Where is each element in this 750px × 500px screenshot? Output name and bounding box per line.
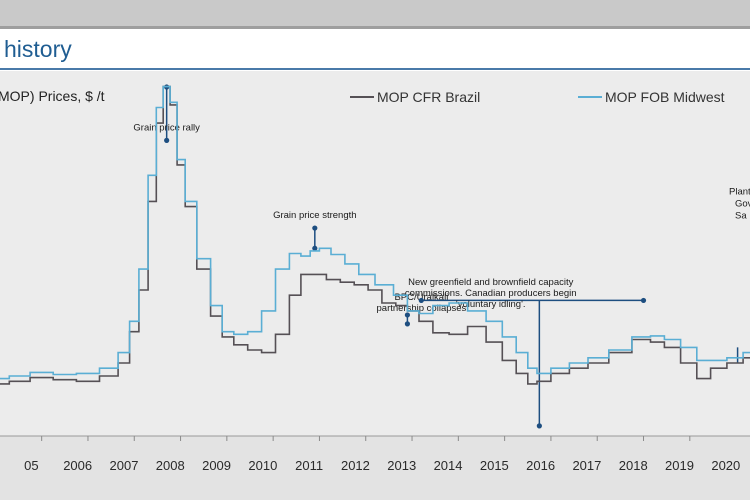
annotation-label: Plant S (729, 187, 750, 198)
x-axis-ticks: 05 2006 2007 2008 2009 2010 2011 2012 2013 2014 20… (24, 436, 740, 473)
x-tick-label: 2015 (480, 458, 509, 473)
legend-label-midwest: MOP FOB Midwest (605, 89, 725, 105)
annotation-dot (418, 297, 424, 304)
series-line-fob-midwest (0, 85, 750, 380)
x-tick-label: 2018 (619, 458, 648, 473)
legend-label-brazil: MOP CFR Brazil (377, 89, 480, 105)
title-divider (0, 68, 750, 70)
x-tick-label: 2016 (526, 458, 555, 473)
annotation-dot (404, 321, 411, 327)
x-axis-band (0, 436, 750, 500)
annotation-label: BPC/Uralkali (394, 292, 448, 303)
x-tick-label: 2013 (387, 458, 416, 473)
annotation-dot (312, 245, 318, 251)
annotation-dot (164, 137, 170, 143)
series-layer (0, 85, 750, 385)
x-tick-label: 2007 (110, 458, 139, 473)
annotation-dot (312, 225, 318, 231)
top-header-bar (0, 0, 750, 29)
annotation-label: New greenfield and brownfield capacity (408, 277, 574, 288)
x-tick-label: 2020 (711, 458, 740, 473)
x-tick-label: 2017 (572, 458, 601, 473)
legend: MOP CFR Brazil MOP FOB Midwest (350, 89, 725, 105)
x-tick-label: 2010 (248, 458, 277, 473)
annotation-label: 'voluntary idling'. (456, 299, 526, 310)
annotation-label: Sa (735, 211, 747, 222)
annotations-layer: Grain price rally Grain price strength BPC… (133, 84, 750, 429)
annotation-label: Grain price strength (273, 210, 356, 221)
annotation-label: partnership collapses (377, 303, 467, 314)
x-tick-label: 2008 (156, 458, 185, 473)
annotation-dot (640, 297, 647, 304)
page-title: history (4, 36, 72, 62)
x-tick-label: 2009 (202, 458, 231, 473)
y-axis-label: MOP) Prices, $ /t (0, 88, 105, 104)
x-tick-label: 2011 (295, 458, 323, 473)
x-tick-label: 2019 (665, 458, 694, 473)
x-tick-label: 2012 (341, 458, 370, 473)
series-line-cfr-brazil (0, 85, 750, 385)
annotation-label: commissions. Canadian producers begin (405, 288, 577, 299)
plot-area (0, 71, 750, 436)
x-tick-label: 2014 (434, 458, 463, 473)
x-tick-label: 2006 (63, 458, 92, 473)
annotation-dot (536, 423, 542, 429)
annotation-dot (404, 312, 411, 318)
annotation-label: Grain price rally (133, 122, 200, 133)
x-tick-label: 05 (24, 458, 38, 473)
annotation-label: Gov (735, 199, 750, 210)
